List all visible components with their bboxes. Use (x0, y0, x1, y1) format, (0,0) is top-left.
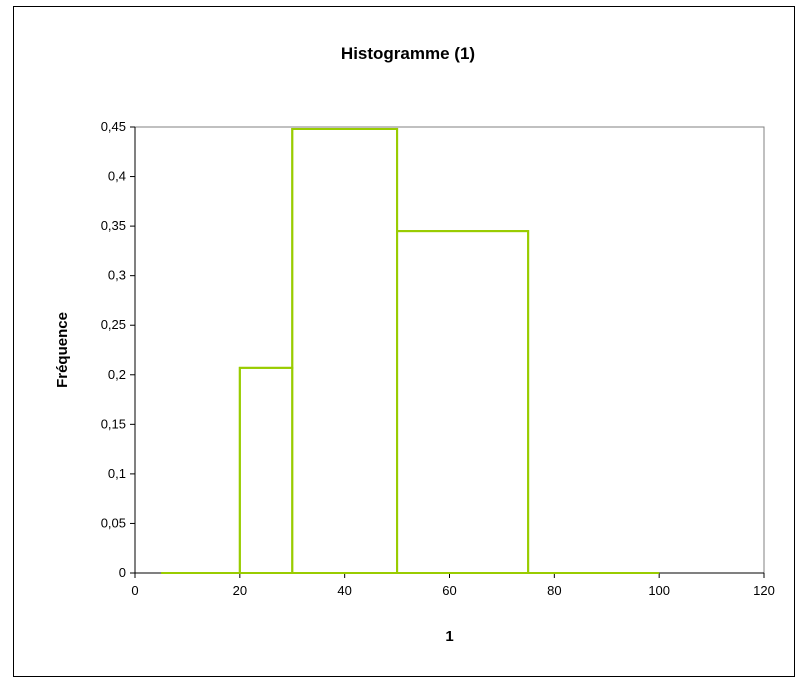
plot-area: 0 0,05 0,1 0,15 0,2 0,25 0,3 0,35 0,4 0,45 0 20 40 60… (101, 119, 775, 598)
y-tick-label: 0,15 (101, 416, 126, 431)
x-tick-label: 0 (131, 583, 138, 598)
x-tick-label: 120 (753, 583, 775, 598)
x-tick-label: 40 (337, 583, 351, 598)
y-tick-label: 0,4 (108, 169, 126, 184)
x-tick-label: 100 (648, 583, 670, 598)
y-tick-label: 0,25 (101, 317, 126, 332)
y-tick-label: 0,05 (101, 515, 126, 530)
x-axis-label: 1 (445, 628, 453, 645)
y-tick-label: 0,35 (101, 218, 126, 233)
y-tick-label: 0 (119, 565, 126, 580)
x-tick-label: 80 (547, 583, 561, 598)
histogram-outline (161, 127, 660, 574)
histogram-bar (396, 230, 530, 574)
y-axis-label: Fréquence (54, 312, 71, 388)
x-tick-label: 20 (233, 583, 247, 598)
y-tick-label: 0,2 (108, 367, 126, 382)
plot-area-border (134, 126, 765, 574)
chart-title: Histogramme (1) (341, 44, 475, 63)
histogram-bar (291, 127, 399, 575)
y-tick-label: 0,45 (101, 119, 126, 134)
histogram-bar (238, 366, 294, 574)
y-tick-label: 0,3 (108, 268, 126, 283)
chart-frame (13, 6, 795, 677)
y-tick-label: 0,1 (108, 466, 126, 481)
x-tick-label: 60 (442, 583, 456, 598)
